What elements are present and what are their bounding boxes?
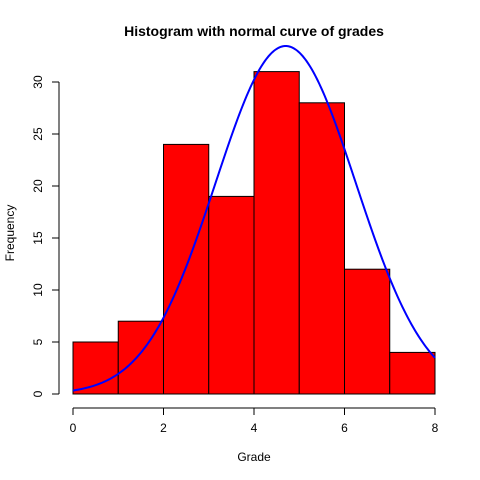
x-axis: 0 2 4 6 8 (70, 407, 439, 435)
x-axis-label: Grade (237, 450, 271, 464)
histogram-bar-3 (208, 195, 255, 395)
histogram-bar-1 (117, 320, 164, 395)
histogram-bar-7 (389, 351, 436, 395)
y-axis-label: Frequency (3, 205, 17, 262)
y-tick-label-4: 20 (31, 179, 45, 193)
x-tick-label-0: 0 (70, 421, 77, 435)
y-tick-label-5: 25 (31, 127, 45, 141)
x-tick-label-2: 4 (251, 421, 258, 435)
histogram-bar-5 (298, 102, 345, 395)
histogram-bar-4 (253, 71, 300, 395)
y-tick-label-3: 15 (31, 231, 45, 245)
bars-group (72, 71, 436, 395)
y-tick-label-0: 0 (31, 390, 45, 397)
x-tick-label-1: 2 (160, 421, 167, 435)
histogram-bar-6 (344, 268, 391, 395)
normal-curve (72, 45, 436, 392)
y-tick-label-6: 30 (31, 75, 45, 89)
x-tick-label-4: 8 (432, 421, 439, 435)
chart-title: Histogram with normal curve of grades (124, 23, 384, 39)
y-tick-label-1: 5 (31, 338, 45, 345)
x-tick-label-3: 6 (341, 421, 348, 435)
y-axis: 0 5 10 15 20 25 30 (31, 75, 60, 397)
histogram-bar-0 (72, 341, 119, 395)
y-tick-label-2: 10 (31, 283, 45, 297)
